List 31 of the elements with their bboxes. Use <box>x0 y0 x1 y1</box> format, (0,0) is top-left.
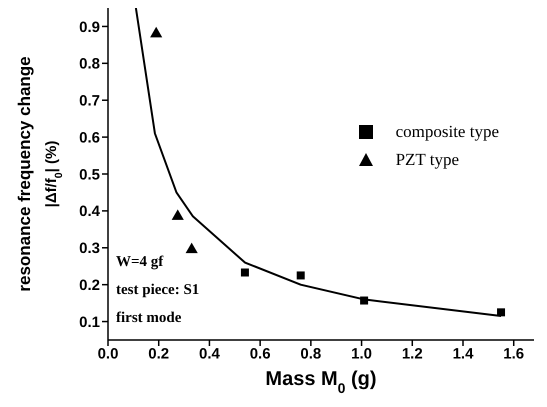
x-tick-label: 1.6 <box>503 346 524 363</box>
y-tick-label: 0.6 <box>79 129 100 146</box>
x-tick-label: 0.8 <box>300 346 322 363</box>
point <box>240 268 249 276</box>
y-tick-label: 0.8 <box>79 56 100 73</box>
x-tick-label: 0.4 <box>199 346 221 363</box>
legend-label: composite type <box>396 122 499 142</box>
annotation: test piece: S1 <box>116 281 200 300</box>
y-tick-label: 0.7 <box>79 92 100 110</box>
x-tick-label: 0.2 <box>148 346 170 363</box>
x-tick-label: 1.0 <box>351 346 372 363</box>
point <box>172 209 184 220</box>
legend-label: PZT type <box>396 150 460 170</box>
point <box>150 26 162 38</box>
point <box>186 242 198 254</box>
x-tick-label: 1.4 <box>452 346 474 363</box>
point <box>360 296 368 305</box>
y-tick-label: 0.1 <box>79 314 100 331</box>
y-tick-label: 0.3 <box>79 240 100 258</box>
x-tick-label: 1.2 <box>402 346 423 363</box>
y-tick-label: 0.5 <box>79 166 100 184</box>
x-axis-title: Mass M$_{0}$ (g) <box>265 368 377 396</box>
point <box>296 271 305 280</box>
point <box>497 308 506 316</box>
y-tick-label: 0.9 <box>79 18 100 36</box>
y-tick-label: 0.4 <box>79 203 101 220</box>
annotation: first mode <box>116 309 182 328</box>
x-tick-label: 0.0 <box>98 346 118 363</box>
y-tick-label: 0.2 <box>79 276 100 294</box>
annotation: W=4 gf <box>116 253 164 272</box>
x-tick-label: 0.6 <box>250 346 271 363</box>
